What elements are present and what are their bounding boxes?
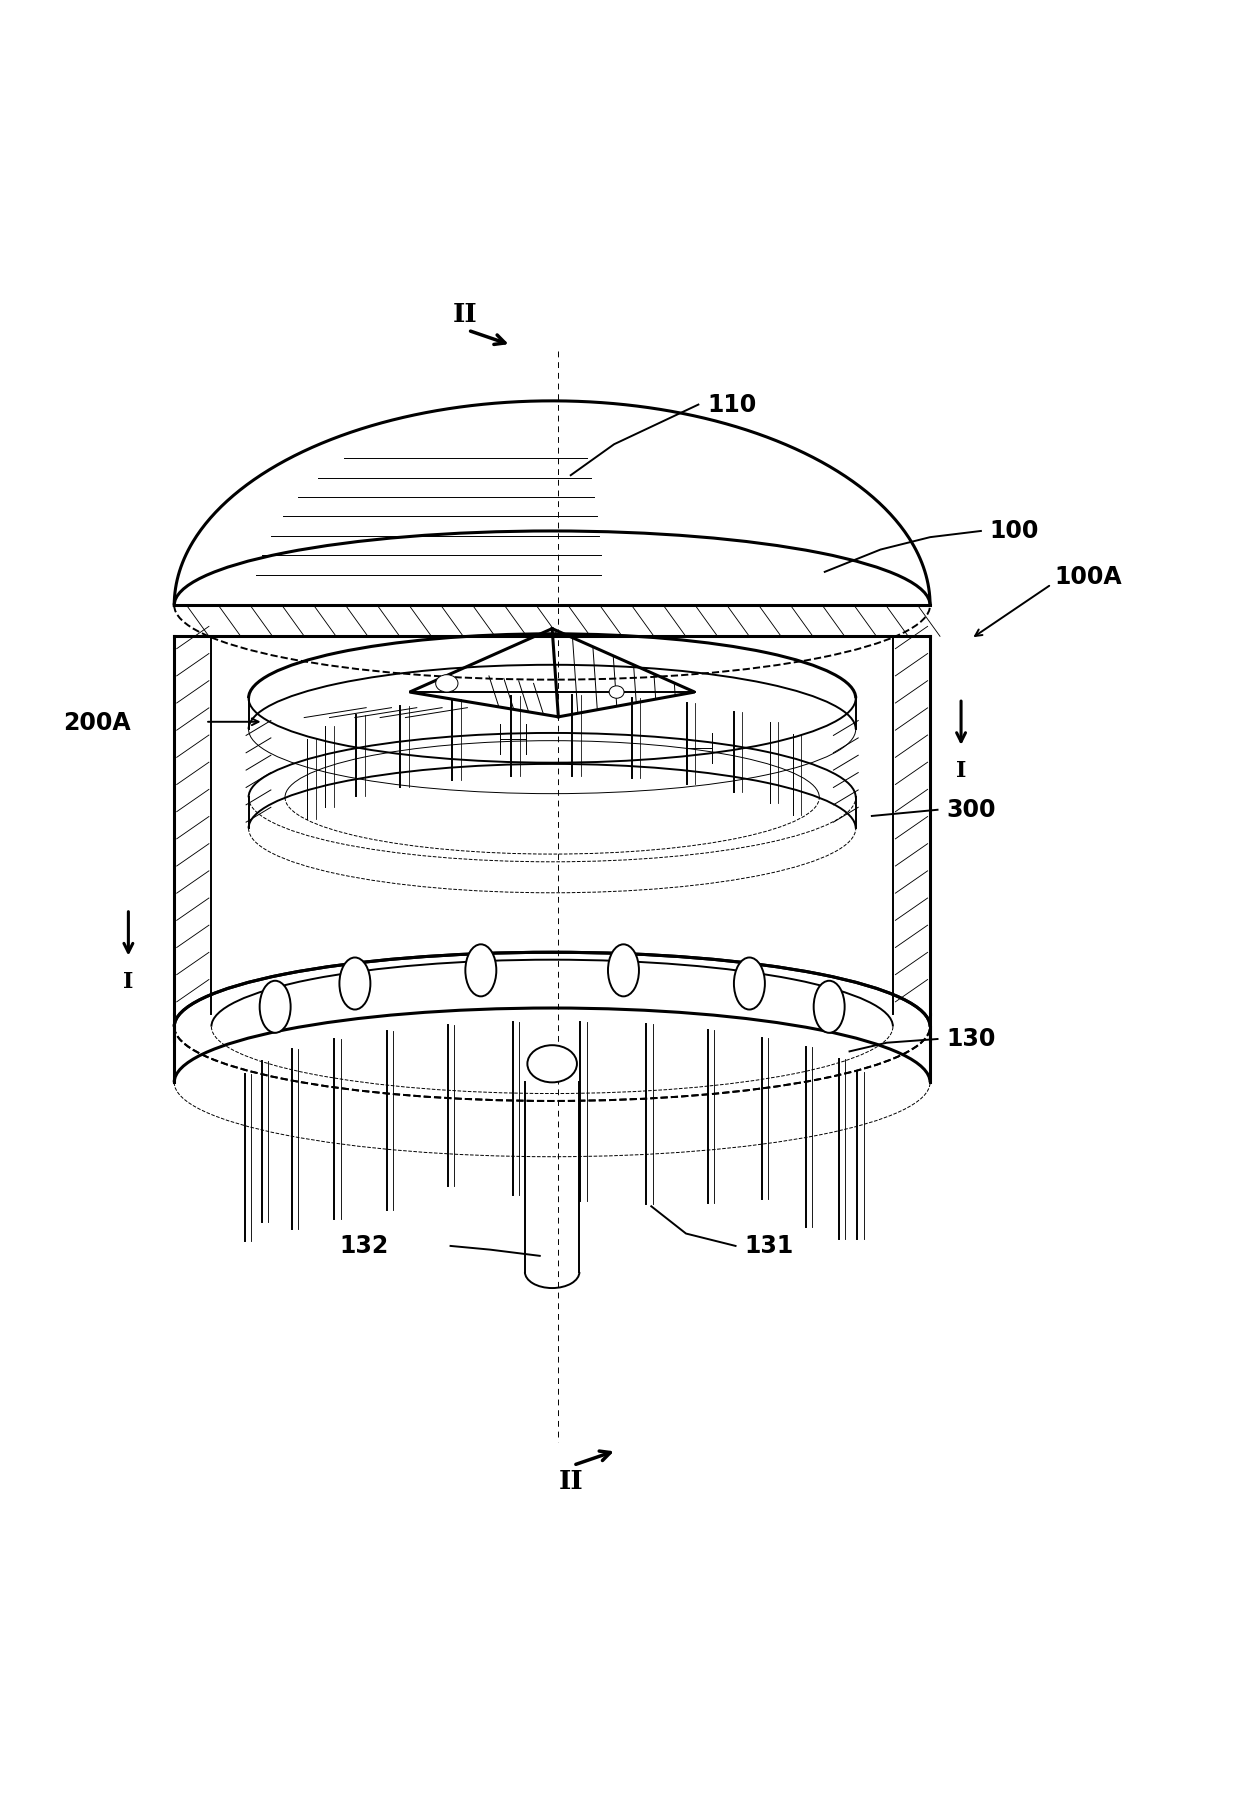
Text: I: I — [956, 760, 966, 782]
Ellipse shape — [608, 945, 639, 997]
Text: 130: 130 — [946, 1027, 996, 1051]
Text: II: II — [454, 301, 477, 326]
Ellipse shape — [609, 687, 624, 697]
Text: 110: 110 — [707, 393, 757, 416]
Text: I: I — [123, 970, 134, 993]
Ellipse shape — [465, 945, 496, 997]
Text: II: II — [559, 1468, 583, 1494]
Text: 132: 132 — [340, 1234, 388, 1259]
Ellipse shape — [813, 981, 845, 1033]
Text: 100A: 100A — [1054, 565, 1121, 588]
Text: 131: 131 — [744, 1234, 793, 1259]
Ellipse shape — [436, 674, 459, 692]
Text: 300: 300 — [946, 798, 996, 821]
Ellipse shape — [734, 957, 764, 1009]
Text: 100: 100 — [990, 518, 1039, 543]
Ellipse shape — [340, 957, 371, 1009]
Text: 200A: 200A — [63, 712, 130, 735]
Ellipse shape — [259, 981, 291, 1033]
Ellipse shape — [528, 1045, 576, 1083]
